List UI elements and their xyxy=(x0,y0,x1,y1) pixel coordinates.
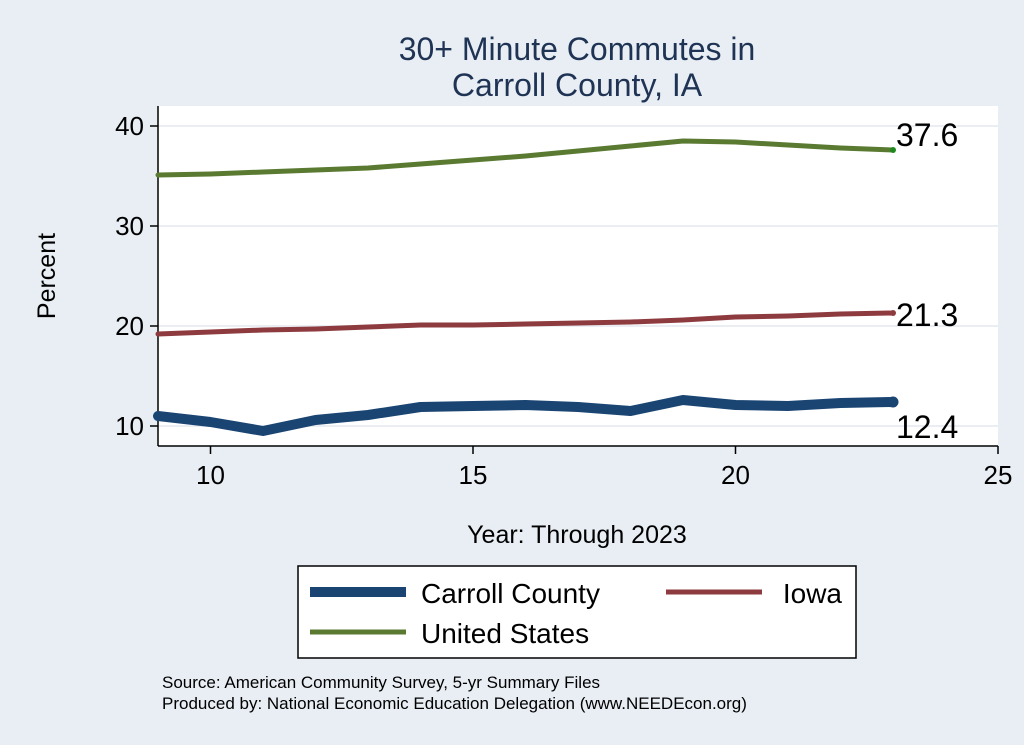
end-point xyxy=(890,310,896,316)
legend: Carroll County Iowa United States xyxy=(297,565,857,659)
end-point xyxy=(887,396,899,408)
source-note: Source: American Community Survey, 5-yr … xyxy=(162,673,600,692)
x-tick-label: 20 xyxy=(721,460,750,490)
series-lines xyxy=(153,138,898,436)
y-tick-label: 10 xyxy=(115,411,144,441)
chart-title-line-1: 30+ Minute Commutes in xyxy=(399,31,756,67)
legend-label-carroll-county: Carroll County xyxy=(421,578,600,609)
y-tick-label: 20 xyxy=(115,311,144,341)
x-tick-label: 25 xyxy=(984,460,1013,490)
plot-area xyxy=(158,106,998,446)
legend-label-united-states: United States xyxy=(421,618,589,649)
series-line-iowa xyxy=(155,310,896,337)
axes: 10 20 30 40 10 15 20 25 xyxy=(115,106,1012,490)
end-labels: 12.4 21.3 37.6 xyxy=(887,117,958,445)
end-point xyxy=(890,147,896,153)
legend-box xyxy=(297,565,857,659)
chart-title-line-2: Carroll County, IA xyxy=(452,67,703,103)
legend-label-iowa: Iowa xyxy=(783,578,843,609)
end-value-label: 21.3 xyxy=(896,297,958,333)
end-value-label: 37.6 xyxy=(896,117,958,153)
y-tick-label: 40 xyxy=(115,111,144,141)
x-tick-label: 15 xyxy=(459,460,488,490)
series-line-united-states xyxy=(155,138,896,178)
end-value-label: 12.4 xyxy=(896,409,958,445)
grid-lines xyxy=(158,125,998,427)
producer-note: Produced by: National Economic Education… xyxy=(162,694,747,713)
y-tick-label: 30 xyxy=(115,211,144,241)
x-tick-label: 10 xyxy=(196,460,225,490)
x-axis-title: Year: Through 2023 xyxy=(467,521,687,549)
series-line-carroll-county xyxy=(153,395,898,436)
y-axis-title: Percent xyxy=(33,233,61,319)
